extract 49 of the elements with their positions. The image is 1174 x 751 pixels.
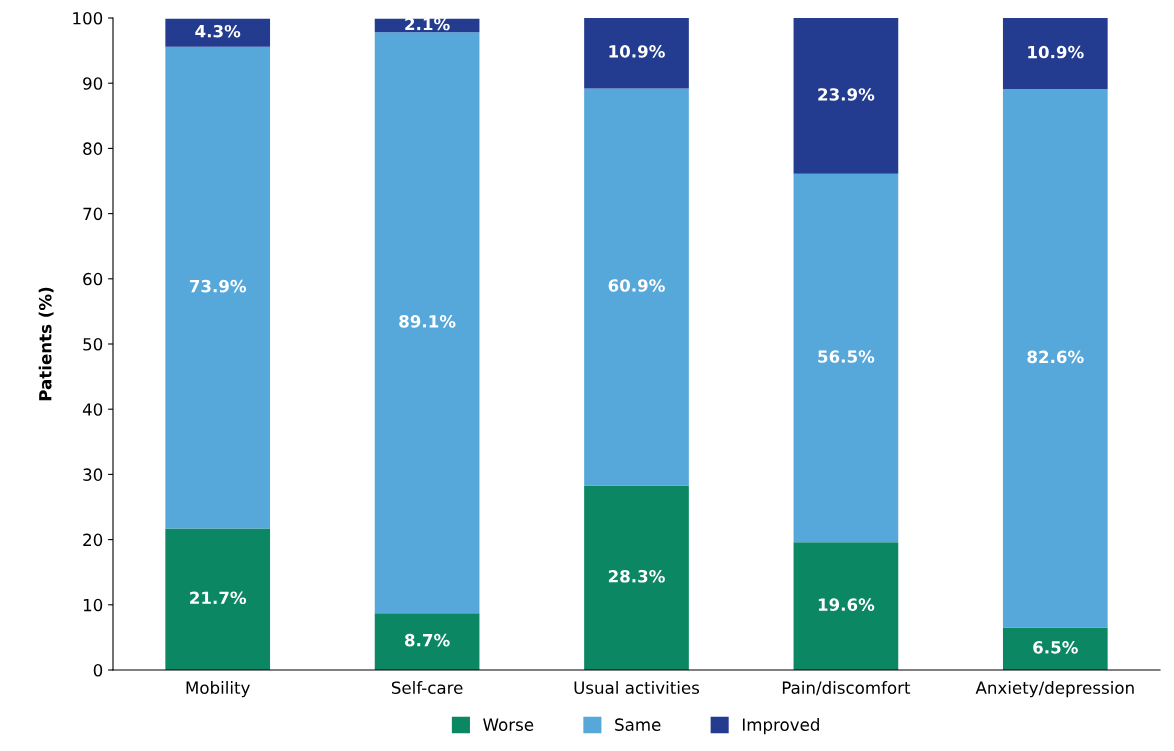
- bar: [793, 18, 899, 174]
- data-label: 4.3%: [195, 24, 241, 38]
- bar: [374, 613, 480, 670]
- bar: [1002, 627, 1108, 670]
- x-tick-label: Self-care: [391, 681, 463, 695]
- data-label: 56.5%: [818, 350, 875, 363]
- data-label: 10.9%: [609, 45, 665, 58]
- x-tick-label: Anxiety/depression: [975, 681, 1134, 698]
- legend-label: Improved: [742, 718, 819, 735]
- data-label: 8.7%: [405, 633, 450, 647]
- y-tick-label: 80: [83, 142, 103, 155]
- y-tick-label: 0: [93, 663, 103, 677]
- bar: [165, 46, 271, 529]
- data-label: 89.1%: [399, 315, 456, 328]
- bar: [584, 18, 689, 89]
- bar: [793, 542, 899, 670]
- y-tick-label: 40: [82, 403, 103, 416]
- data-label: 73.9%: [189, 279, 247, 293]
- data-label: 60.9%: [608, 279, 665, 292]
- y-tick-label: 10: [83, 598, 103, 612]
- y-tick-label: 50: [83, 337, 103, 351]
- y-tick-label: 70: [83, 207, 103, 221]
- legend-label: Worse: [483, 718, 534, 731]
- data-label: 10.9%: [1028, 45, 1084, 59]
- y-axis-title: Patients (%): [38, 287, 54, 401]
- bar: [1002, 89, 1108, 628]
- data-label: 23.9%: [818, 88, 875, 101]
- bar: [793, 173, 899, 543]
- data-label: 2.1%: [405, 17, 450, 31]
- data-label: 21.7%: [190, 591, 247, 605]
- data-label: 19.6%: [818, 598, 875, 611]
- bar: [584, 88, 689, 486]
- x-tick-label: Pain/discomfort: [782, 681, 911, 696]
- legend-label: Same: [615, 718, 661, 731]
- bar: [584, 485, 689, 670]
- bar: [1002, 18, 1108, 90]
- y-tick-label: 30: [83, 468, 103, 481]
- bar: [165, 528, 271, 670]
- y-tick-label: 20: [83, 533, 103, 547]
- data-label: 6.5%: [1033, 641, 1078, 654]
- y-tick-label: 60: [83, 272, 103, 286]
- y-tick-label: 100: [73, 11, 103, 25]
- bar: [374, 32, 480, 614]
- data-label: 28.3%: [608, 569, 665, 583]
- bar: [165, 18, 271, 47]
- data-label: 82.6%: [1027, 350, 1084, 364]
- x-tick-label: Mobility: [186, 681, 250, 698]
- y-tick-label: 90: [83, 77, 103, 90]
- x-tick-label: Usual activities: [574, 681, 700, 695]
